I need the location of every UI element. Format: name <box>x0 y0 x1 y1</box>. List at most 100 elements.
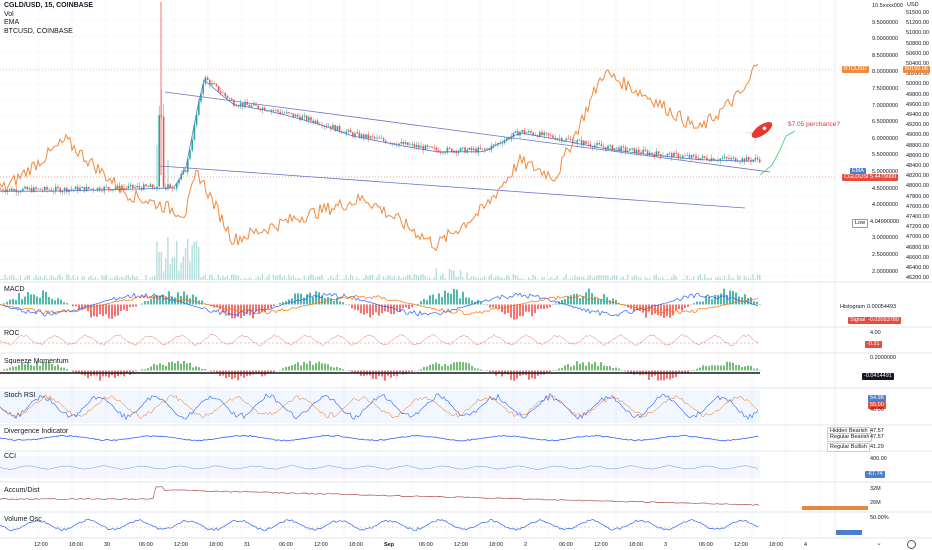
squeeze-label[interactable]: Squeeze Momentum <box>4 358 69 365</box>
candle-body <box>92 188 94 191</box>
vol-legend[interactable]: Vol <box>4 10 14 18</box>
candle-body <box>728 158 730 160</box>
volume-bar <box>189 261 191 280</box>
symbol-title[interactable]: CGLD/USD, 15, COINBASE <box>4 2 94 9</box>
candle-body <box>739 161 741 163</box>
squeeze-momentum-bar <box>321 363 323 371</box>
macd-histogram-bar <box>228 304 230 316</box>
macd-histogram-bar <box>186 295 188 305</box>
time-axis-tick: 18:00 <box>489 542 503 548</box>
divergence-label[interactable]: Divergence Indicator <box>4 428 69 435</box>
squeeze-momentum-bar <box>324 363 326 371</box>
volume-bar <box>239 278 242 280</box>
squeeze-momentum-bar <box>516 370 518 379</box>
candle-body <box>70 189 72 191</box>
roc-value: -0.31 <box>865 341 882 348</box>
squeeze-momentum-bar <box>279 369 281 371</box>
macd-histogram-bar <box>279 302 281 305</box>
macd-histogram-bar <box>438 293 440 305</box>
volume-bar <box>653 275 655 280</box>
candle-body <box>266 110 268 112</box>
volume-bar <box>591 277 594 280</box>
volume-bar <box>600 275 602 280</box>
cgld-axis-tick: 4.5000000 <box>872 185 898 192</box>
macd-histogram-bar <box>90 304 92 318</box>
squeeze-momentum-bar <box>684 370 686 374</box>
volume-bar <box>204 274 206 280</box>
candle-body <box>631 148 633 149</box>
candle-body <box>290 112 292 114</box>
volume-bar <box>4 274 6 280</box>
candle-body <box>481 148 484 150</box>
squeeze-momentum-bar <box>735 365 737 371</box>
squeeze-momentum-bar <box>576 361 578 371</box>
cci-label[interactable]: CCI <box>4 453 17 460</box>
macd-histogram-bar <box>336 297 338 305</box>
volume-bar <box>13 275 15 280</box>
volume-bar <box>46 278 48 280</box>
volume-bar <box>2 278 4 280</box>
candle-body <box>2 189 4 192</box>
candle-body <box>50 189 53 192</box>
squeeze-momentum-bar <box>174 363 176 371</box>
volume-bar <box>587 276 589 280</box>
squeeze-momentum-bar <box>216 370 218 373</box>
squeeze-momentum-bar <box>567 364 569 371</box>
accum-label[interactable]: Accum/Dist <box>4 487 40 494</box>
btc-legend[interactable]: BTCUSD, COINBASE <box>4 27 73 35</box>
squeeze-momentum-bar <box>411 370 413 372</box>
candle-body <box>206 77 209 81</box>
squeeze-momentum-bar <box>615 367 617 371</box>
volume-bar <box>506 275 508 280</box>
candle-body <box>334 125 336 131</box>
volume-bar <box>297 277 299 280</box>
volume-bar <box>211 274 213 280</box>
cgld-axis-tick: 5.0000000 <box>872 169 898 175</box>
squeeze-momentum-bar <box>618 368 620 371</box>
macd-label[interactable]: MACD <box>4 286 25 293</box>
macd-histogram-bar <box>378 304 380 316</box>
volume-bar <box>360 279 363 280</box>
volume-bar <box>101 275 103 280</box>
squeeze-momentum-bar <box>606 366 608 371</box>
candle-body <box>426 145 429 147</box>
candle-body <box>708 160 710 162</box>
volosc-label[interactable]: Volume Osc <box>4 516 42 523</box>
stoch-label[interactable]: Stoch RSI <box>4 392 36 399</box>
candle-body <box>380 138 383 139</box>
volume-bar <box>622 276 624 280</box>
macd-histogram-bar <box>492 304 494 308</box>
squeeze-momentum-bar <box>717 365 719 371</box>
macd-histogram-bar <box>57 298 59 305</box>
volume-bar <box>565 274 567 280</box>
volume-bar <box>605 275 607 280</box>
macd-histogram-bar <box>273 304 275 307</box>
volume-bar <box>116 275 118 280</box>
macd-histogram-bar <box>225 304 227 313</box>
volume-bar <box>589 275 591 280</box>
squeeze-momentum-bar <box>141 369 143 371</box>
candle-body <box>55 186 57 191</box>
volume-bar <box>217 274 220 280</box>
roc-label[interactable]: ROC <box>4 330 20 337</box>
squeeze-momentum-bar <box>447 365 449 371</box>
volume-bar <box>334 278 336 280</box>
squeeze-momentum-bar <box>438 363 440 371</box>
macd-histogram-bar <box>135 304 137 307</box>
stoch-k-line <box>0 393 759 421</box>
macd-histogram-bar <box>42 290 44 305</box>
chevron-down-icon[interactable]: ⌄ <box>876 540 882 547</box>
settings-gear-icon[interactable] <box>907 540 916 549</box>
squeeze-momentum-bar <box>714 365 716 371</box>
candle-body <box>244 102 246 107</box>
btc-axis-tick: 50200.00 <box>906 71 929 78</box>
squeeze-momentum-bar <box>597 365 599 371</box>
squeeze-momentum-bar <box>177 360 179 371</box>
ema-legend[interactable]: EMA <box>4 19 20 26</box>
candle-body <box>688 155 691 158</box>
macd-histogram-bar <box>126 304 128 311</box>
macd-histogram-bar <box>540 304 542 309</box>
candle-body <box>292 113 295 117</box>
volume-bar <box>213 278 215 280</box>
squeeze-momentum-bar <box>135 370 137 372</box>
